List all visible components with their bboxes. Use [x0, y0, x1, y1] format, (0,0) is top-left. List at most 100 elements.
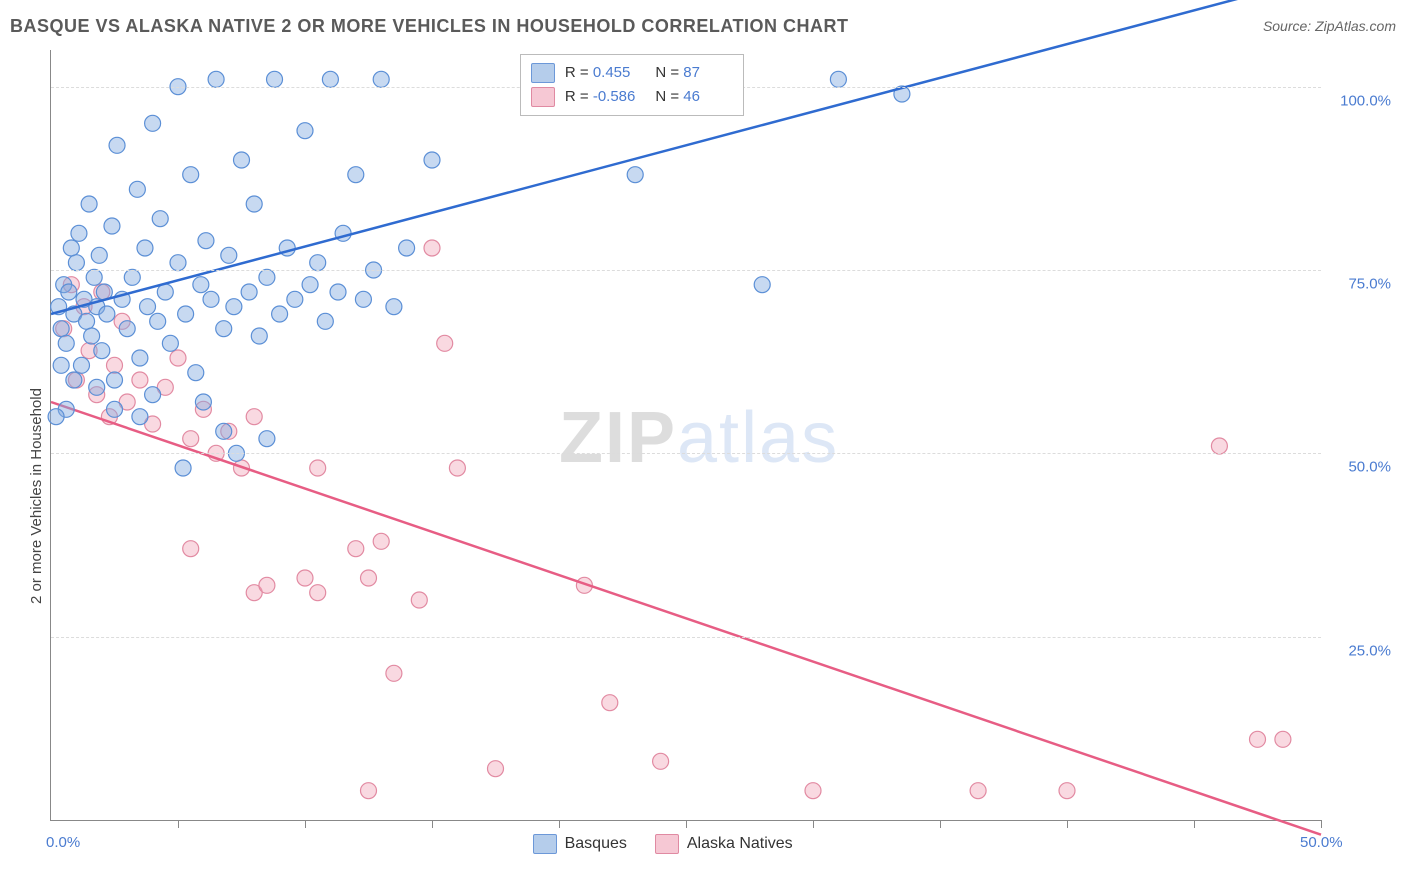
- alaska-point: [437, 335, 453, 351]
- alaska-point: [424, 240, 440, 256]
- stats-legend-row: R = 0.455 N = 87: [531, 61, 733, 85]
- basques-point: [216, 321, 232, 337]
- basques-point: [322, 71, 338, 87]
- basques-point: [91, 247, 107, 263]
- basques-point: [317, 313, 333, 329]
- basques-point: [259, 431, 275, 447]
- y-tick-label: 25.0%: [1331, 642, 1391, 659]
- alaska-point: [361, 570, 377, 586]
- basques-point: [109, 137, 125, 153]
- legend-swatch: [531, 63, 555, 83]
- basques-point: [348, 167, 364, 183]
- legend-swatch: [655, 834, 679, 854]
- basques-point: [221, 247, 237, 263]
- basques-point: [355, 291, 371, 307]
- alaska-point: [107, 357, 123, 373]
- alaska-point: [259, 577, 275, 593]
- alaska-point: [183, 541, 199, 557]
- basques-point: [297, 123, 313, 139]
- stats-legend-text: R = -0.586 N = 46: [565, 85, 733, 109]
- basques-point: [193, 277, 209, 293]
- basques-point: [424, 152, 440, 168]
- basques-point: [183, 167, 199, 183]
- gridline: [51, 637, 1321, 638]
- basques-point: [170, 255, 186, 271]
- y-tick-label: 100.0%: [1331, 92, 1391, 109]
- source-attribution: Source: ZipAtlas.com: [1263, 18, 1396, 34]
- basques-point: [386, 299, 402, 315]
- basques-point: [129, 181, 145, 197]
- x-tick: [305, 820, 306, 828]
- basques-point: [216, 423, 232, 439]
- basques-point: [107, 401, 123, 417]
- x-tick: [940, 820, 941, 828]
- y-tick-label: 50.0%: [1331, 459, 1391, 476]
- basques-point: [107, 372, 123, 388]
- basques-point: [246, 196, 262, 212]
- x-tick: [1067, 820, 1068, 828]
- alaska-point: [602, 695, 618, 711]
- x-tick: [1194, 820, 1195, 828]
- basques-point: [58, 335, 74, 351]
- basques-point: [48, 409, 64, 425]
- legend-swatch: [531, 87, 555, 107]
- alaska-point: [297, 570, 313, 586]
- basques-point: [124, 269, 140, 285]
- basques-point: [830, 71, 846, 87]
- alaska-point: [310, 460, 326, 476]
- basques-point: [71, 225, 87, 241]
- basques-point: [302, 277, 318, 293]
- basques-point: [178, 306, 194, 322]
- basques-point: [259, 269, 275, 285]
- basques-point: [84, 328, 100, 344]
- alaska-point: [970, 783, 986, 799]
- gridline: [51, 453, 1321, 454]
- basques-point: [132, 350, 148, 366]
- alaska-point: [386, 665, 402, 681]
- basques-point: [175, 460, 191, 476]
- basques-point: [73, 357, 89, 373]
- legend-label: Alaska Natives: [687, 835, 793, 853]
- series-legend: Basques Alaska Natives: [533, 834, 793, 854]
- stats-legend-row: R = -0.586 N = 46: [531, 85, 733, 109]
- alaska-point: [1211, 438, 1227, 454]
- basques-point: [373, 71, 389, 87]
- basques-point: [68, 255, 84, 271]
- basques-point: [152, 211, 168, 227]
- x-tick: [559, 820, 560, 828]
- basques-point: [104, 218, 120, 234]
- y-tick-label: 75.0%: [1331, 276, 1391, 293]
- gridline: [51, 270, 1321, 271]
- alaska-point: [1275, 731, 1291, 747]
- alaska-point: [1250, 731, 1266, 747]
- basques-point: [241, 284, 257, 300]
- basques-point: [145, 387, 161, 403]
- basques-point: [272, 306, 288, 322]
- scatter-plot: ZIPatlas 25.0%50.0%75.0%100.0%: [50, 50, 1321, 821]
- basques-point: [145, 115, 161, 131]
- basques-point: [119, 321, 135, 337]
- legend-item: Basques: [533, 834, 627, 854]
- x-axis-max-label: 50.0%: [1300, 834, 1343, 851]
- legend-swatch: [533, 834, 557, 854]
- basques-point: [627, 167, 643, 183]
- alaska-regression-line: [51, 402, 1321, 835]
- alaska-point: [132, 372, 148, 388]
- alaska-point: [653, 753, 669, 769]
- basques-point: [330, 284, 346, 300]
- basques-point: [63, 240, 79, 256]
- x-axis-min-label: 0.0%: [46, 834, 80, 851]
- basques-point: [251, 328, 267, 344]
- legend-item: Alaska Natives: [655, 834, 793, 854]
- basques-point: [162, 335, 178, 351]
- basques-point: [234, 152, 250, 168]
- x-tick: [686, 820, 687, 828]
- alaska-point: [170, 350, 186, 366]
- basques-point: [81, 196, 97, 212]
- stats-legend: R = 0.455 N = 87R = -0.586 N = 46: [520, 54, 744, 116]
- x-tick: [432, 820, 433, 828]
- basques-point: [195, 394, 211, 410]
- basques-point: [188, 365, 204, 381]
- basques-point: [399, 240, 415, 256]
- alaska-point: [348, 541, 364, 557]
